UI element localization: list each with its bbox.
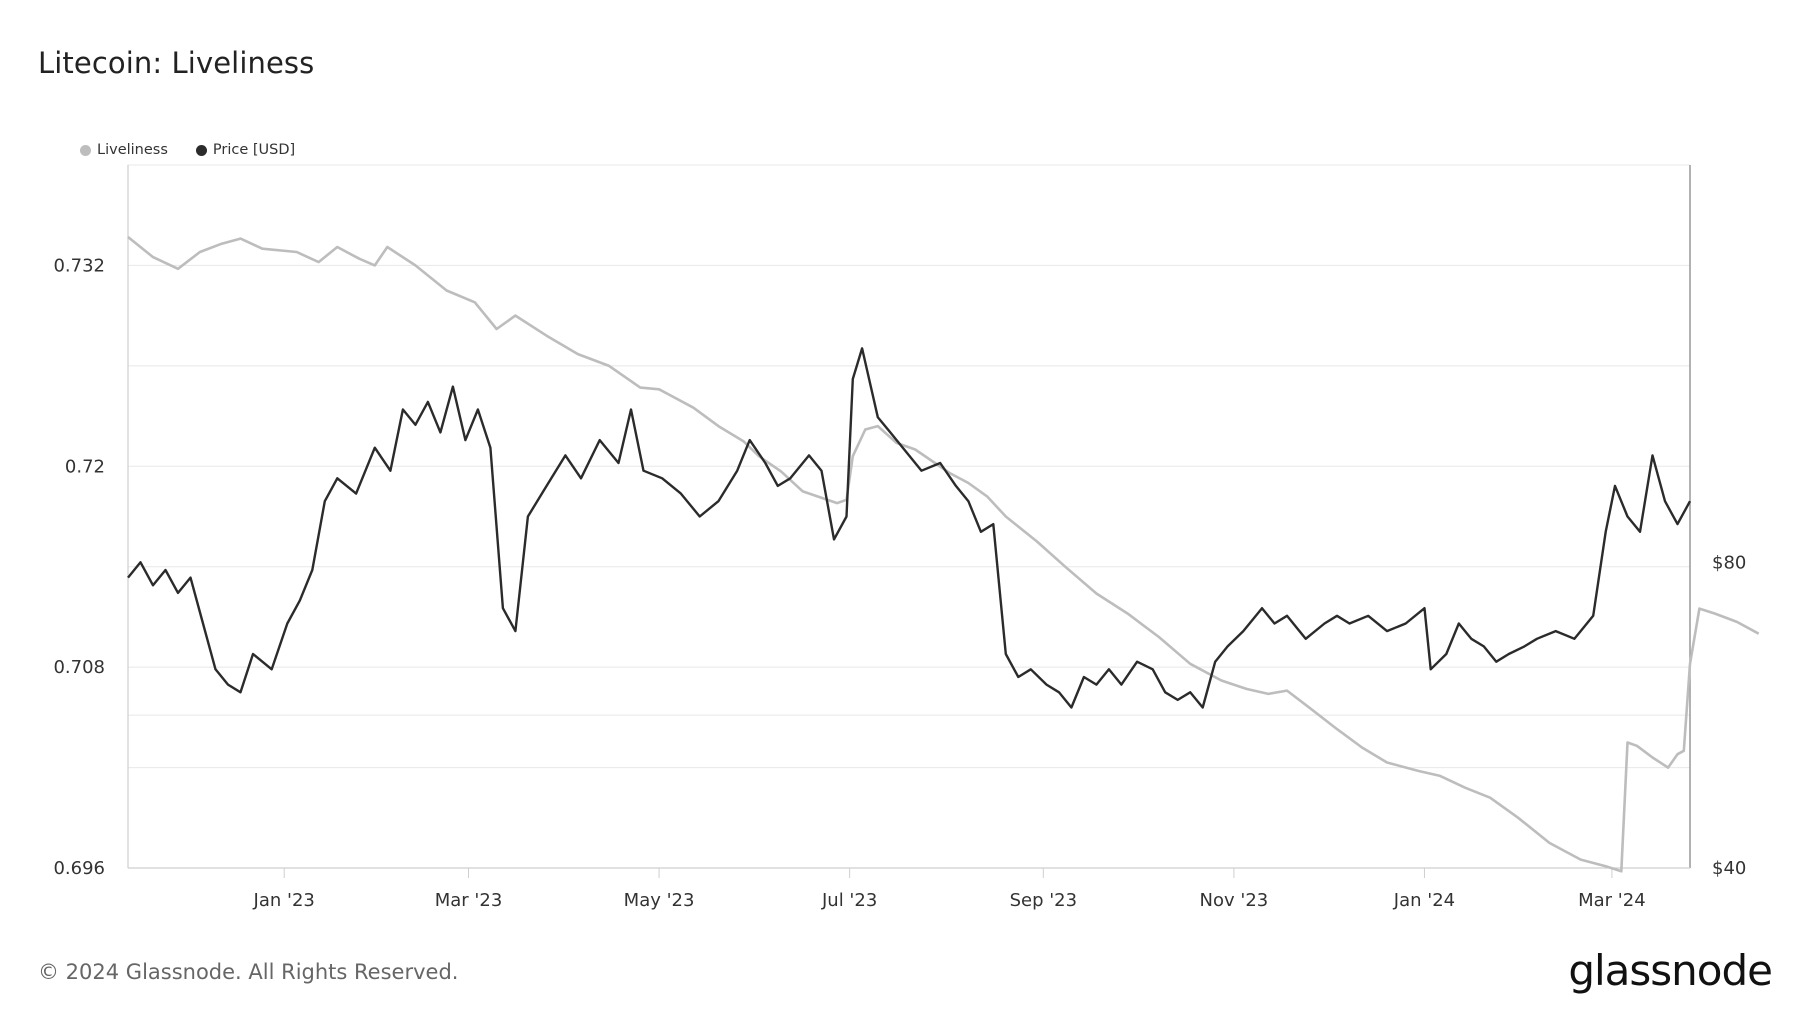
x-tick-label: Nov '23 [1200, 890, 1269, 911]
liveliness-series-line [127, 235, 1760, 873]
legend-item-price[interactable]: Price [USD] [195, 142, 296, 158]
plot-frame [127, 164, 1691, 869]
glassnode-logo: glassnode [1568, 946, 1773, 995]
price-series-line [127, 347, 1692, 709]
chart-title: Litecoin: Liveliness [38, 46, 315, 80]
y-left-tick-label: 0.732 [53, 255, 105, 276]
x-tick-label: Jan '23 [253, 890, 315, 911]
y-left-tick-label: 0.72 [65, 456, 105, 477]
x-tick-label: Sep '23 [1010, 890, 1078, 911]
x-tick-label: Jul '23 [821, 890, 877, 911]
y-left-tick-label: 0.708 [53, 657, 105, 678]
x-tick-label: Mar '24 [1578, 890, 1646, 911]
legend-label: Liveliness [97, 142, 168, 158]
price-dot-icon [195, 144, 207, 156]
y-right-tick-label: $80 [1712, 552, 1746, 573]
y-left-tick-label: 0.696 [53, 858, 105, 879]
legend-item-liveliness[interactable]: Liveliness [80, 142, 168, 158]
x-tick-label: Jan '24 [1393, 890, 1455, 911]
y-right-tick-label: $40 [1712, 858, 1746, 879]
copyright-text: © 2024 Glassnode. All Rights Reserved. [38, 960, 459, 984]
legend: Liveliness Price [USD] [80, 142, 295, 158]
x-tick-label: Mar '23 [435, 890, 503, 911]
legend-label: Price [USD] [212, 142, 296, 158]
liveliness-dot-icon [80, 144, 91, 156]
x-tick-label: May '23 [624, 890, 695, 911]
